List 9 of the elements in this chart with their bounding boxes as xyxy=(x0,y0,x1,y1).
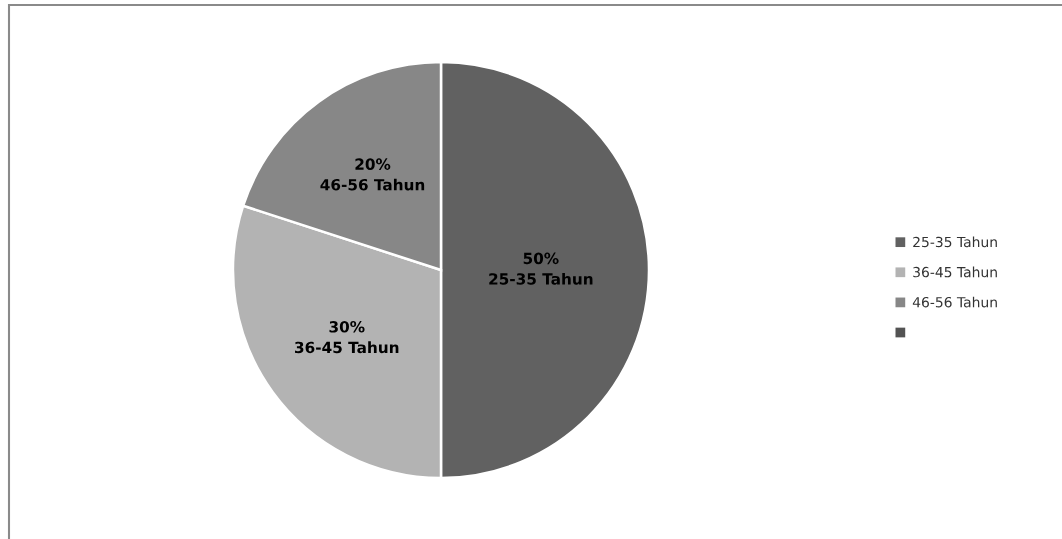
slice-label: 25-35 Tahun xyxy=(489,272,593,285)
data-label: 50% xyxy=(523,252,559,265)
slice-label: 36-45 Tahun xyxy=(295,341,399,354)
legend-label: 36-45 Tahun xyxy=(913,266,997,278)
data-label: 30% xyxy=(329,321,365,333)
legend-label: 46-56 Tahun xyxy=(912,296,997,308)
legend-label: 25-35 Tahun xyxy=(913,236,997,248)
data-label: 20% xyxy=(355,158,391,170)
slice-label: 46-56 Tahun xyxy=(320,178,425,191)
